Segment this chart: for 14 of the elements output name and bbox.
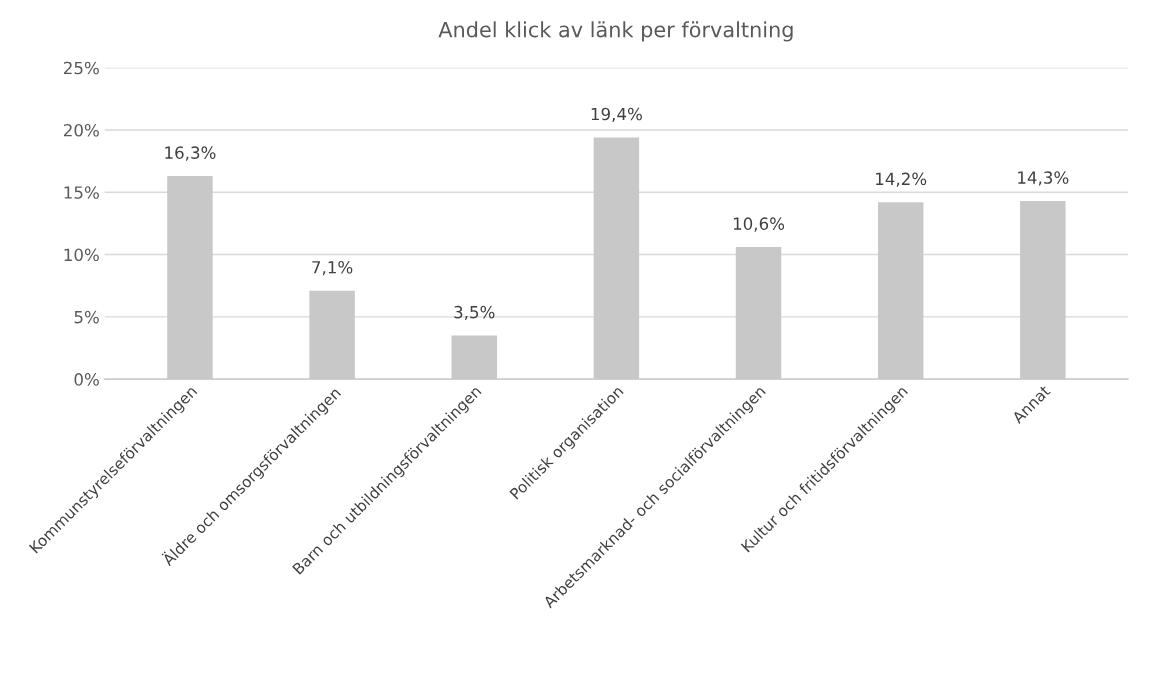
data-label: 19,4% — [591, 107, 642, 123]
y-tick-label: 0% — [74, 373, 99, 386]
data-label: 10,6% — [733, 217, 785, 232]
data-label: 14,2% — [876, 172, 927, 187]
chart-title: Andel klick av länk per förvaltning — [438, 21, 793, 42]
data-label: 3,5% — [454, 305, 495, 321]
y-tick-label: 5% — [74, 310, 99, 324]
data-label: 14,3% — [1018, 171, 1069, 186]
data-label: 16,3% — [165, 146, 216, 161]
data-label: 7,1% — [312, 260, 353, 276]
y-tick-label: 20% — [63, 123, 99, 137]
y-tick-label: 10% — [64, 248, 99, 262]
y-tick-label: 15% — [64, 186, 99, 199]
y-tick-label: 25% — [63, 61, 99, 75]
